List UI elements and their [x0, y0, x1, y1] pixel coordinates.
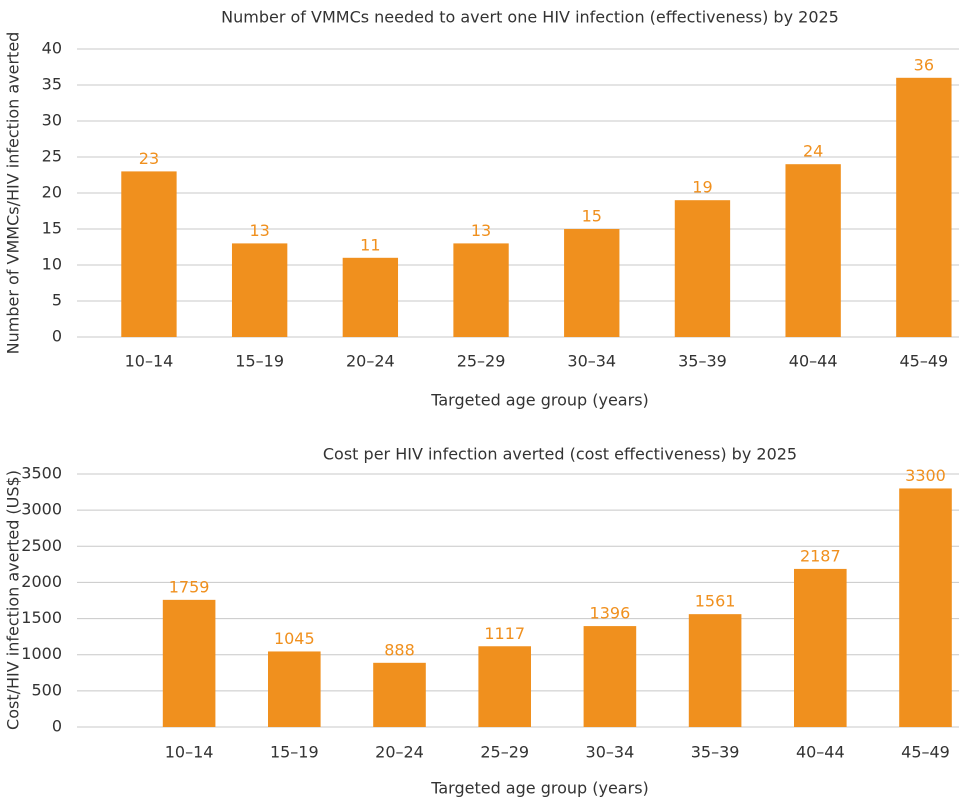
x-tick-label: 40–44	[796, 743, 845, 762]
data-label: 24	[803, 142, 823, 161]
data-label: 888	[384, 640, 415, 659]
data-label: 1045	[274, 629, 315, 648]
data-label: 23	[139, 149, 159, 168]
y-tick-label: 10	[42, 255, 62, 274]
bar	[688, 614, 742, 727]
data-label: 13	[471, 221, 491, 240]
y-tick-label: 500	[31, 680, 62, 699]
data-label: 15	[582, 207, 602, 226]
bar	[674, 200, 731, 337]
bar	[268, 651, 321, 727]
x-tick-label: 30–34	[586, 743, 635, 762]
data-label: 11	[360, 235, 380, 254]
bar	[896, 77, 952, 338]
bar	[162, 599, 216, 727]
y-tick-label: 20	[42, 183, 62, 202]
x-tick-label: 35–39	[691, 743, 740, 762]
data-label: 1117	[484, 624, 525, 643]
y-tick-label: 1500	[21, 608, 62, 627]
x-axis-label: Targeted age group (years)	[430, 391, 649, 410]
y-tick-label: 3000	[21, 500, 62, 519]
x-tick-label: 10–14	[165, 743, 214, 762]
x-tick-label: 15–19	[235, 352, 284, 371]
data-label: 19	[692, 178, 712, 197]
data-label: 13	[249, 221, 269, 240]
x-tick-label: 45–49	[899, 352, 948, 371]
bar	[342, 257, 399, 337]
data-label: 36	[914, 55, 934, 74]
data-label: 1396	[590, 604, 631, 623]
bar	[785, 164, 841, 337]
data-label: 1759	[169, 577, 210, 596]
x-tick-label: 20–24	[346, 352, 395, 371]
bar	[121, 171, 177, 337]
y-tick-label: 1000	[21, 644, 62, 663]
x-tick-label: 45–49	[901, 743, 950, 762]
x-tick-label: 25–29	[480, 743, 529, 762]
bar	[453, 243, 509, 337]
y-tick-label: 2500	[21, 536, 62, 555]
data-label: 3300	[905, 466, 946, 485]
y-axis-label: Number of VMMCs/HIV infection averted	[4, 32, 23, 355]
x-tick-label: 25–29	[457, 352, 506, 371]
bar	[373, 662, 426, 727]
chart-title: Cost per HIV infection averted (cost eff…	[323, 445, 797, 464]
y-tick-label: 0	[52, 327, 62, 346]
bar	[899, 488, 952, 727]
bar	[564, 229, 620, 337]
x-tick-label: 30–34	[567, 352, 616, 371]
x-tick-label: 40–44	[789, 352, 838, 371]
y-axis-label: Cost/HIV infection averted (US$)	[4, 470, 23, 730]
chart-title: Number of VMMCs needed to avert one HIV …	[221, 8, 839, 27]
bar	[478, 646, 531, 727]
x-tick-label: 10–14	[125, 352, 174, 371]
x-axis-label: Targeted age group (years)	[430, 779, 649, 798]
x-tick-label: 35–39	[678, 352, 727, 371]
y-tick-label: 0	[52, 717, 62, 736]
bar	[583, 626, 637, 727]
bar	[794, 568, 847, 727]
data-label: 2187	[800, 546, 841, 565]
y-tick-label: 25	[42, 147, 62, 166]
y-tick-label: 15	[42, 219, 62, 238]
x-tick-label: 15–19	[270, 743, 319, 762]
y-tick-label: 30	[42, 111, 62, 130]
y-tick-label: 35	[42, 75, 62, 94]
y-tick-label: 2000	[21, 572, 62, 591]
y-tick-label: 3500	[21, 464, 62, 483]
y-tick-label: 5	[52, 291, 62, 310]
bar	[231, 243, 288, 337]
data-label: 1561	[695, 592, 736, 611]
y-tick-label: 40	[42, 39, 62, 58]
x-tick-label: 20–24	[375, 743, 424, 762]
